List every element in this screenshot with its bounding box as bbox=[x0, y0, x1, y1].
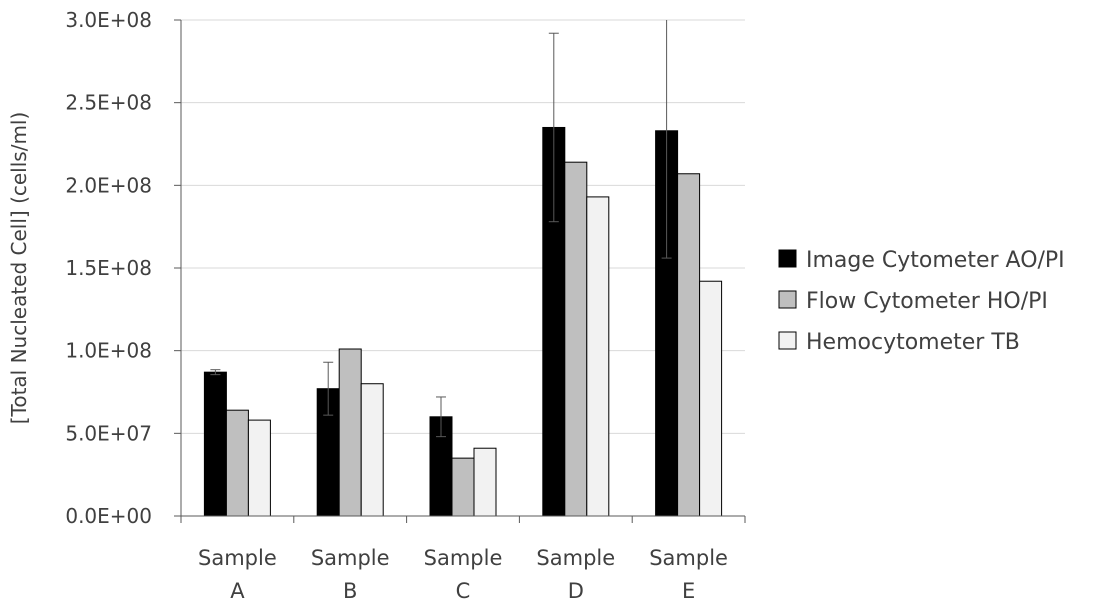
x-tick-label: Sample B bbox=[311, 546, 390, 603]
bar bbox=[451, 457, 475, 517]
error-bars bbox=[210, 20, 672, 438]
x-tick-label: Sample C bbox=[424, 546, 503, 603]
y-tick-label: 5.0E+07 bbox=[65, 421, 152, 445]
x-tick-label-line: Sample bbox=[311, 546, 390, 570]
x-tick-label: Sample E bbox=[649, 546, 728, 603]
bars bbox=[203, 126, 723, 517]
bar bbox=[586, 196, 610, 517]
legend-label: Flow Cytometer HO/PI bbox=[806, 289, 1048, 314]
bar bbox=[699, 280, 723, 517]
legend: Image Cytometer AO/PI Flow Cytometer HO/P… bbox=[778, 248, 1065, 355]
x-tick-labels: Sample A Sample B Sample C Sample D Sample E bbox=[198, 546, 728, 603]
y-axis-label: [Total Nucleated Cell] (cells/ml) bbox=[7, 112, 31, 425]
legend-swatch bbox=[778, 290, 797, 309]
x-tick-label: Sample A bbox=[198, 546, 277, 603]
bar bbox=[564, 161, 588, 517]
x-tick-label: Sample D bbox=[536, 546, 615, 603]
y-tick-label: 0.0E+00 bbox=[65, 504, 152, 528]
x-tick-label-line: A bbox=[230, 579, 245, 603]
bar bbox=[360, 383, 384, 517]
x-tick-label-line: Sample bbox=[536, 546, 615, 570]
bar bbox=[338, 348, 362, 517]
y-tick-label: 2.5E+08 bbox=[65, 91, 152, 115]
y-tick-label: 1.0E+08 bbox=[65, 339, 152, 363]
x-tick-label-line: D bbox=[568, 579, 584, 603]
axes bbox=[174, 19, 746, 523]
y-tick-label: 1.5E+08 bbox=[65, 256, 152, 280]
bar bbox=[473, 447, 497, 517]
x-tick-label-line: Sample bbox=[424, 546, 503, 570]
x-tick-label-line: E bbox=[682, 579, 695, 603]
x-tick-label-line: Sample bbox=[649, 546, 728, 570]
bar bbox=[677, 173, 701, 517]
y-tick-label: 2.0E+08 bbox=[65, 173, 152, 197]
x-tick-label-line: C bbox=[456, 579, 471, 603]
bar bbox=[247, 419, 271, 517]
legend-swatch bbox=[778, 249, 797, 268]
legend-label: Image Cytometer AO/PI bbox=[806, 248, 1065, 273]
y-tick-label: 3.0E+08 bbox=[65, 8, 152, 32]
grid-lines bbox=[181, 19, 745, 434]
x-tick-label-line: B bbox=[343, 579, 357, 603]
y-tick-labels: 0.0E+00 5.0E+07 1.0E+08 1.5E+08 2.0E+08 2.5E+… bbox=[65, 8, 152, 528]
legend-label: Hemocytometer TB bbox=[806, 330, 1020, 355]
bar bbox=[225, 409, 249, 517]
bar bbox=[203, 371, 227, 517]
legend-swatch bbox=[778, 331, 797, 350]
x-tick-label-line: Sample bbox=[198, 546, 277, 570]
